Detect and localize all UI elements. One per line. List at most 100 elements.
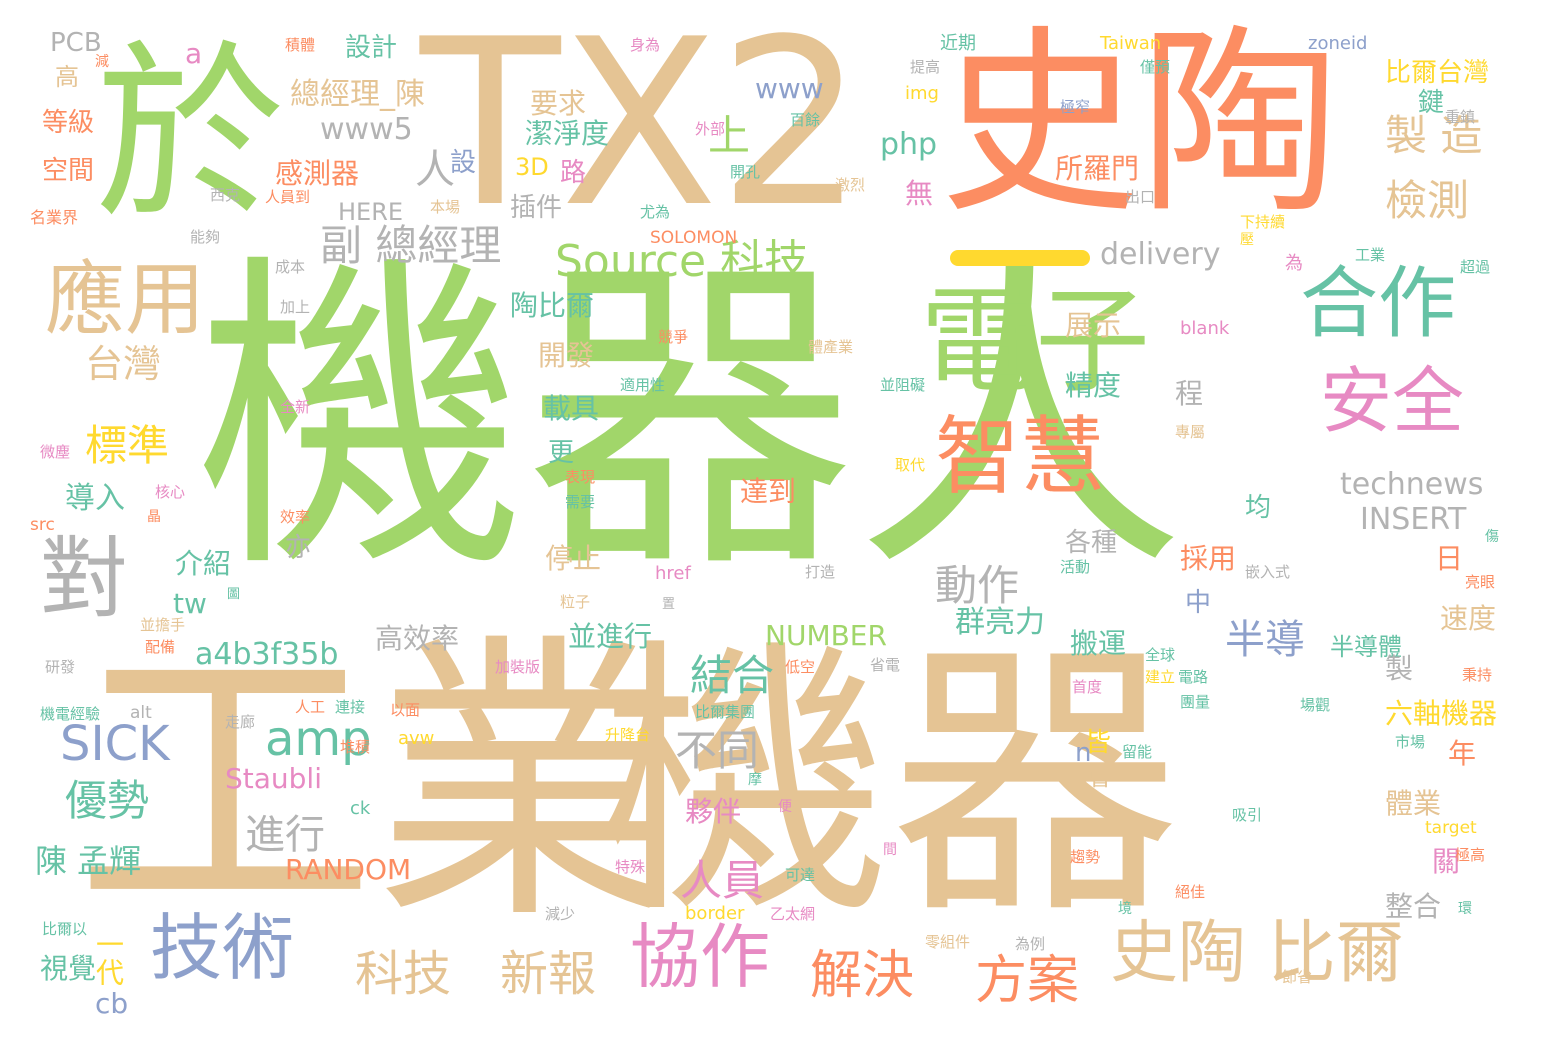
cloud-word: 進行 (245, 812, 325, 858)
cloud-word: 環 (1458, 901, 1472, 917)
cloud-word: alt (130, 703, 152, 723)
cloud-word: www (755, 72, 824, 105)
cloud-word: delivery (1100, 237, 1221, 272)
cloud-word: HERE (338, 198, 404, 226)
cloud-word: 壓 (1240, 232, 1254, 248)
decorative-bar (950, 250, 1090, 266)
cloud-word: 等級 (42, 108, 95, 138)
cloud-word: 工業 (75, 610, 675, 959)
cloud-word: 空間 (42, 156, 95, 186)
cloud-word: 秉持 (1462, 666, 1493, 684)
cloud-word: NUMBER (765, 619, 887, 652)
cloud-word: 為 (1285, 253, 1303, 274)
cloud-word: 首度 (1072, 678, 1103, 696)
cloud-word: 結合 (690, 651, 775, 700)
cloud-word: 半導 (1225, 617, 1305, 663)
cloud-word: 群亮力 (955, 605, 1045, 640)
cloud-word: 升降台 (605, 726, 651, 744)
cloud-word: Source 科技 (555, 236, 809, 287)
cloud-word: 取代 (895, 456, 926, 474)
cloud-word: 僅預 (1140, 58, 1171, 76)
cloud-word: 摩 (748, 772, 762, 788)
cloud-word: 陶比爾 (510, 289, 595, 322)
cloud-word: src (30, 515, 55, 535)
cloud-word: 新報 (500, 946, 597, 1002)
cloud-word: 均 (1245, 493, 1272, 523)
cloud-word: 本場 (430, 198, 461, 216)
cloud-word: 解決 (810, 946, 915, 1006)
cloud-word: 亦 (285, 533, 312, 563)
cloud-word: www5 (320, 112, 413, 147)
cloud-word: 年 (1448, 737, 1477, 770)
cloud-word: 開發 (538, 339, 595, 372)
cloud-word: RANDOM (285, 853, 412, 886)
cloud-word: 節省 (1282, 968, 1313, 986)
cloud-word: Taiwan (1100, 33, 1162, 54)
cloud-word: a (185, 37, 203, 70)
cloud-word: n (1075, 738, 1092, 768)
cloud-word: 人 (415, 147, 455, 193)
cloud-word: 史陶 (940, 8, 1341, 241)
cloud-word: 吸引 (1232, 806, 1263, 824)
cloud-word: 鍵 (1418, 88, 1445, 118)
cloud-word: 製 造 (1385, 111, 1483, 160)
cloud-word: 可達 (785, 866, 816, 884)
cloud-word: 感測器 (275, 157, 360, 190)
cloud-word: 對 (40, 527, 129, 630)
cloud-word: 技術 (150, 906, 295, 990)
cloud-word: 安全 (1320, 359, 1465, 443)
cloud-word: 無 (905, 177, 934, 210)
cloud-word: 名業界 (30, 208, 79, 227)
cloud-word: 插件 (510, 193, 563, 223)
cloud-word: 尤為 (640, 203, 671, 221)
cloud-word: 亮眼 (1465, 573, 1496, 591)
cloud-word: 低空 (785, 658, 816, 676)
cloud-word: 導入 (65, 481, 125, 516)
cloud-word: 機器人 (195, 228, 1185, 612)
cloud-word: 市場 (1395, 733, 1426, 751)
cloud-word: 堆積 (340, 738, 371, 756)
cloud-word: INSERT (1360, 502, 1467, 537)
cloud-word: 潔淨度 (525, 117, 610, 150)
cloud-word: 百餘 (790, 111, 821, 129)
cloud-word: 極高 (1455, 846, 1486, 864)
cloud-word: 上 (708, 111, 751, 160)
cloud-word: 製 (1385, 652, 1414, 685)
cloud-word: 激烈 (835, 176, 866, 194)
cloud-word: php (880, 127, 938, 162)
cloud-word: 積體 (285, 36, 316, 54)
cloud-word: 於 (95, 24, 286, 245)
cloud-word: 路 (560, 158, 587, 188)
cloud-word: 留能 (1122, 743, 1153, 761)
cloud-word: 減少 (545, 905, 576, 923)
cloud-word: 要求 (530, 87, 587, 120)
cloud-word: 採用 (1180, 542, 1237, 575)
cloud-word: a4b3f35b (195, 637, 339, 672)
cloud-word: 不同 (675, 726, 760, 775)
cloud-word: 比爾台灣 (1385, 58, 1490, 88)
cloud-word: 3D (515, 153, 549, 181)
cloud-word: 乙太網 (770, 905, 816, 923)
cloud-word: 專屬 (1175, 423, 1206, 441)
cloud-word: 會 (1088, 763, 1112, 791)
cloud-word: zoneid (1308, 33, 1368, 54)
cloud-word: 能夠 (190, 228, 221, 246)
cloud-word: 重鎮 (1445, 108, 1476, 126)
cloud-word: technews (1340, 467, 1484, 502)
cloud-word: 建立 (1145, 668, 1176, 686)
cloud-word: 高效率 (375, 622, 460, 655)
cloud-word: 身為 (630, 36, 661, 54)
cloud-word: 間 (883, 842, 897, 858)
cloud-word: 所羅門 (1055, 152, 1140, 185)
cloud-word: 一代 (92, 930, 125, 986)
cloud-word: 場觀 (1300, 696, 1331, 714)
cloud-word: target (1425, 818, 1477, 838)
cloud-word: 表現 (565, 468, 596, 486)
cloud-word: 動作 (935, 561, 1020, 610)
cloud-word: 並阻礙 (880, 376, 926, 394)
cloud-word: 協作 (630, 916, 770, 998)
cloud-word: 外部 (695, 120, 726, 138)
cloud-word: 檢測 (1385, 176, 1470, 225)
cloud-word: 需要 (565, 493, 596, 511)
cloud-word: 標準 (85, 421, 170, 470)
